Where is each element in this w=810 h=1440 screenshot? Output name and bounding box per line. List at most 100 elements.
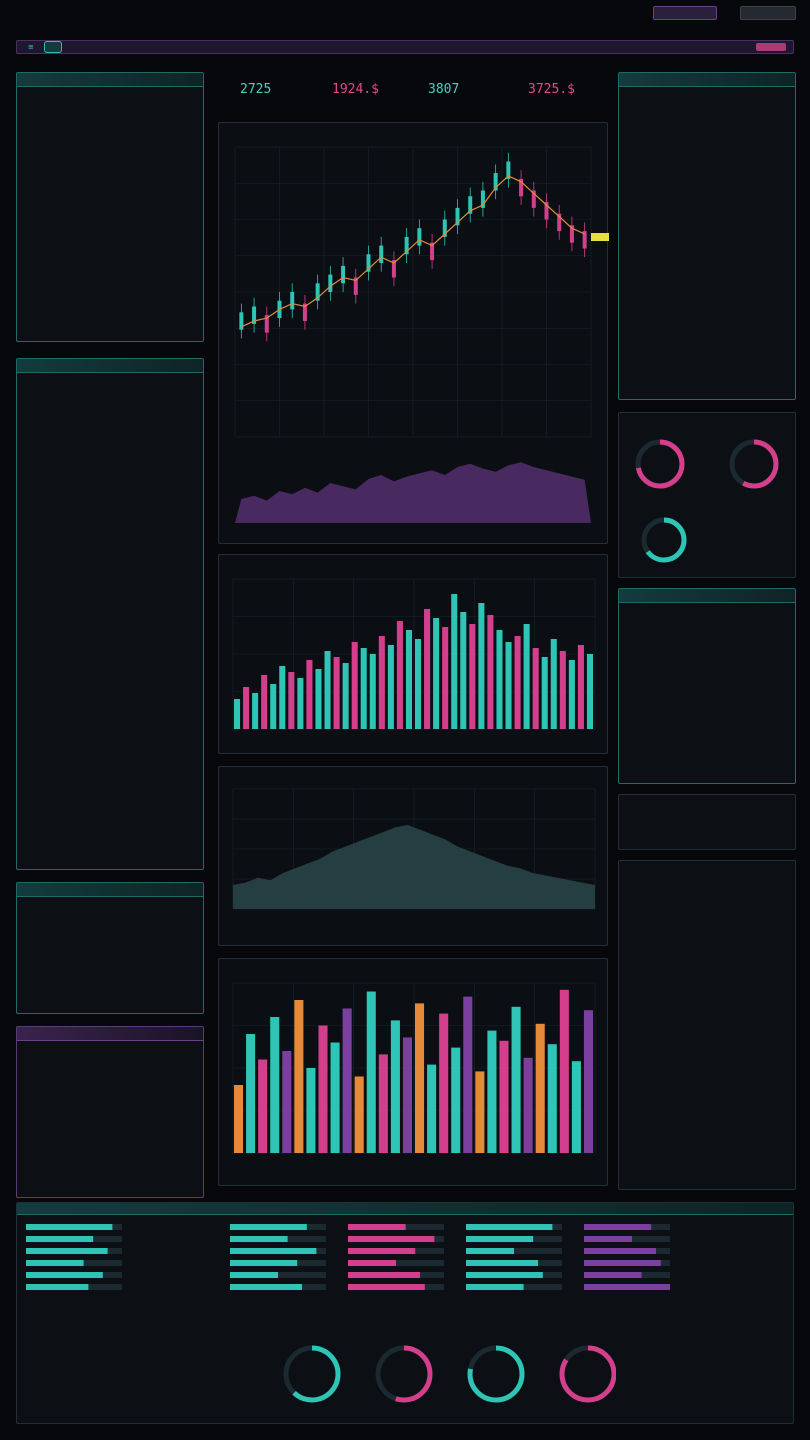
bar: [463, 996, 473, 1153]
bar: [378, 1054, 388, 1153]
candle: [328, 274, 333, 292]
bar: [415, 1003, 425, 1153]
progress-fill: [584, 1284, 670, 1290]
candle: [391, 260, 396, 278]
progress-fill: [26, 1248, 108, 1254]
account-select[interactable]: [653, 6, 717, 20]
candle: [252, 306, 257, 324]
bar: [369, 654, 376, 729]
volume-area: [235, 462, 591, 523]
progress-fill: [466, 1236, 534, 1242]
progress-fill: [26, 1260, 84, 1266]
bar: [577, 645, 584, 729]
kpi-value: 1924.$: [332, 82, 379, 97]
bar: [442, 627, 449, 729]
bar: [478, 603, 485, 729]
candle: [519, 178, 524, 197]
bar: [234, 1085, 244, 1153]
bar: [261, 675, 268, 729]
candle: [404, 236, 409, 255]
bar: [333, 657, 340, 729]
progress-fill: [584, 1272, 642, 1278]
candle: [264, 315, 269, 333]
action-button[interactable]: [740, 6, 796, 20]
bar: [396, 621, 403, 729]
menu-icon[interactable]: ≡: [28, 43, 34, 51]
gauge-arc: [635, 439, 685, 489]
candle: [315, 283, 320, 301]
bar: [547, 1044, 557, 1153]
bar: [279, 666, 286, 729]
bar: [451, 1047, 461, 1153]
bar-chart-panel-2: [218, 958, 608, 1186]
bar: [451, 594, 458, 729]
kpi-value: 3807: [428, 82, 460, 97]
search-toggle[interactable]: [44, 41, 62, 53]
left-panel-4: [16, 1026, 204, 1198]
candlestick-chart-panel: [218, 122, 609, 544]
bar: [541, 657, 548, 729]
candle: [544, 202, 549, 220]
bar: [405, 630, 412, 729]
bar: [550, 639, 557, 729]
bar: [439, 1013, 449, 1153]
progress-fill: [466, 1248, 514, 1254]
bar: [571, 1061, 581, 1153]
progress-fill: [348, 1248, 416, 1254]
bar: [505, 642, 512, 729]
progress-fill: [230, 1224, 307, 1230]
bar: [342, 1008, 352, 1153]
left-progress-bars: [26, 1224, 122, 1290]
progress-fill: [466, 1224, 553, 1230]
progress-fill: [466, 1260, 538, 1266]
candle: [455, 207, 460, 226]
candle: [480, 190, 485, 208]
bar: [294, 1000, 304, 1153]
bar: [342, 663, 349, 729]
progress-fill: [26, 1224, 113, 1230]
candle: [468, 196, 473, 214]
bar: [559, 989, 569, 1153]
bar: [532, 648, 539, 729]
bar: [559, 651, 566, 729]
progress-fill: [348, 1236, 435, 1242]
right-gauges: [635, 439, 779, 563]
panel-header: [17, 73, 203, 87]
search-input[interactable]: [70, 43, 270, 52]
bar: [469, 624, 476, 729]
bar: [496, 630, 503, 729]
bar: [487, 615, 494, 729]
gauge-arc: [729, 439, 779, 489]
progress-fill: [584, 1224, 652, 1230]
gauge-arc: [641, 517, 687, 563]
candle: [582, 231, 587, 249]
bar: [351, 642, 358, 729]
progress-fill: [584, 1236, 632, 1242]
candle: [341, 265, 346, 284]
candlestick-chart: [234, 146, 609, 523]
bar: [390, 1020, 400, 1153]
bar: [252, 693, 259, 729]
bottom-progress-bars: [230, 1224, 670, 1290]
price-marker: [591, 233, 609, 241]
bar: [243, 687, 250, 729]
bar: [568, 660, 575, 729]
panel-header: [17, 359, 203, 373]
kpi-value: 2725: [240, 82, 272, 97]
progress-fill: [348, 1224, 406, 1230]
bar: [424, 609, 431, 729]
progress-fill: [230, 1236, 288, 1242]
bar-chart-1: [232, 578, 596, 730]
panel-header: [17, 883, 203, 897]
bar: [288, 672, 295, 729]
progress-fill: [584, 1260, 661, 1266]
bar-chart-panel-1: [218, 554, 608, 754]
bar: [387, 645, 394, 729]
candle: [430, 242, 435, 261]
bar: [583, 1010, 593, 1153]
panel-header: [17, 1027, 203, 1041]
progress-fill: [348, 1284, 425, 1290]
progress-fill: [348, 1260, 396, 1266]
bar: [354, 1076, 364, 1153]
gauge-arc: [467, 1345, 525, 1403]
